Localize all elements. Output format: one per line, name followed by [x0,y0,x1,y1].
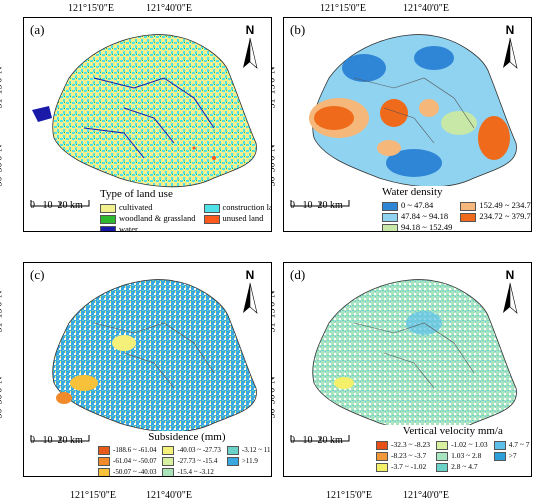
lon-tick-top-left-1: 121°15'0"E [68,3,114,14]
scale-bar-c: 0 10 20 km [30,435,90,446]
legend-b: Water density 0 ~ 47.84 152.49 ~ 234.72 … [382,186,531,231]
panel-b-label: (b) [290,22,306,37]
lat-tick-c-2: 30°50'0"N [0,376,5,419]
lon-tick-top-left-2: 121°40'0"E [146,3,192,14]
scale-bar-b: 0 10 20 km [290,200,350,211]
legend-d: Vertical velocity mm/a -32.3 ~ -8.23 -1.… [376,425,530,472]
vertical-velocity-map [312,279,517,433]
panel-a-label: (a) [30,22,45,37]
lon-tick-top-right-1: 121°15'0"E [320,3,366,14]
north-arrow-d: N [497,268,523,319]
legend-a: Type of land use cultivated construction… [100,188,271,231]
shanghai-outline-a [52,34,257,188]
lat-tick-a-1: 31°15'0"N [0,66,5,109]
panel-c-label: (c) [30,267,45,282]
lon-tick-bottom-left-2: 121°40'0"E [146,490,192,501]
panel-c-subsidence: (c) N 0 10 20 km Subsidence (mm) -188.6 … [23,262,272,477]
lon-tick-bottom-left-1: 121°15'0"E [70,490,116,501]
scale-bar-a: 0 10 20 km [30,200,90,211]
lon-tick-top-right-2: 121°40'0"E [403,3,449,14]
legend-title-a: Type of land use [100,188,173,200]
panel-d-label: (d) [290,267,306,282]
lon-tick-bottom-right-2: 121°40'0"E [403,490,449,501]
panel-a-land-use: (a) N 0 10 20 km Type of land use cultiv… [23,17,272,232]
lat-tick-a-2: 30°50'0"N [0,144,5,187]
scale-bar-d: 0 10 20 km [290,435,350,446]
subsidence-map [52,279,257,433]
north-arrow-a: N [237,23,263,74]
land-use-map [32,34,257,188]
lon-tick-bottom-right-1: 121°15'0"E [326,490,372,501]
water-body-a [32,106,52,122]
water-density-map [309,34,517,188]
north-label: N [245,23,255,37]
lat-tick-c-1: 31°15'0"N [0,290,5,333]
north-arrow-b: N [497,23,523,74]
north-arrow-c: N [237,268,263,319]
panel-b-water-density: (b) N 0 10 20 km Water density 0 ~ 47.84… [283,17,532,232]
legend-c: Subsidence (mm) -188.6 ~ -61.04 -40.03 ~… [98,431,271,476]
panel-d-vertical-velocity: (d) N 0 10 20 km Vertical velocity mm/a … [283,262,532,477]
